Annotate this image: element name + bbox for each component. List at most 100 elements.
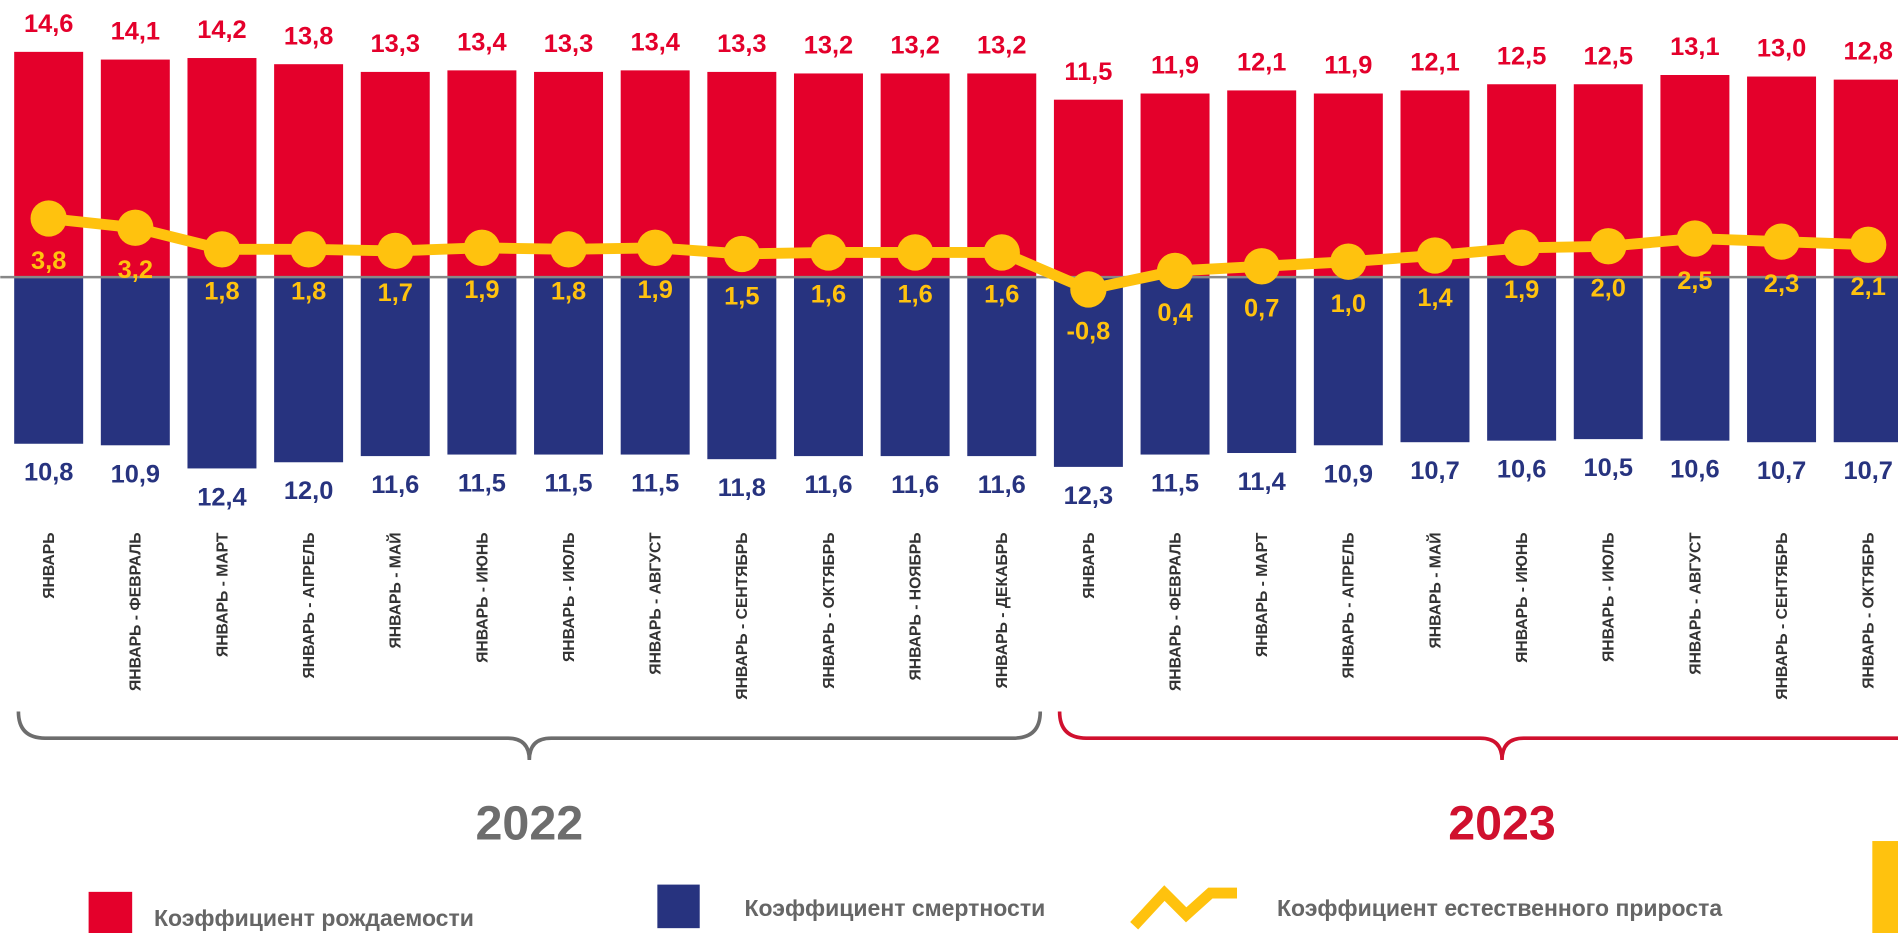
bar bbox=[1747, 277, 1817, 443]
line-point bbox=[983, 234, 1020, 271]
line-point bbox=[1070, 271, 1107, 308]
legend-swatch bbox=[88, 891, 133, 933]
legend-label: Коэффициент рождаемости bbox=[154, 905, 474, 931]
data-label: 13,0 bbox=[1757, 35, 1806, 63]
line-point bbox=[117, 209, 154, 246]
data-label: 10,7 bbox=[1843, 457, 1892, 485]
data-label: 13,2 bbox=[890, 32, 939, 60]
line-point bbox=[637, 229, 674, 266]
group-label: 2023 bbox=[1448, 796, 1556, 850]
line-point bbox=[1676, 220, 1714, 257]
data-label: 10,7 bbox=[1410, 457, 1459, 485]
bar bbox=[1400, 277, 1470, 443]
data-label: 0,7 bbox=[1244, 295, 1279, 323]
data-label: 1,6 bbox=[897, 281, 932, 309]
bar bbox=[1053, 99, 1123, 278]
data-label: 10,6 bbox=[1670, 456, 1719, 484]
x-tick-label: ЯНВАРЬ - АПРЕЛЬ bbox=[301, 532, 318, 678]
group-brace bbox=[1057, 711, 1898, 761]
x-tick-label: ЯНВАРЬ - СЕНТЯБРЬ bbox=[734, 532, 751, 699]
data-label: 12,5 bbox=[1584, 42, 1633, 70]
x-tick-label: ЯНВАРЬ - ИЮНЬ bbox=[474, 532, 491, 662]
bar bbox=[1227, 90, 1297, 278]
data-label: 12,8 bbox=[1843, 38, 1892, 66]
bar bbox=[100, 277, 170, 446]
line-point bbox=[1330, 243, 1367, 280]
bar bbox=[1227, 277, 1297, 454]
data-label: 1,8 bbox=[204, 278, 239, 306]
data-label: 11,5 bbox=[458, 470, 506, 498]
line-point bbox=[1850, 226, 1887, 263]
data-label: 10,6 bbox=[1497, 456, 1546, 484]
data-label: -0,8 bbox=[1067, 318, 1111, 346]
data-label: 10,8 bbox=[24, 459, 73, 487]
data-label: 10,9 bbox=[1324, 460, 1373, 488]
x-tick-label: ЯНВАРЬ - ФЕВРАЛЬ bbox=[128, 532, 145, 691]
legend-label: Коэффициент смертности bbox=[744, 895, 1045, 921]
line-point bbox=[723, 235, 760, 273]
data-label: 11,8 bbox=[718, 474, 766, 502]
data-label: 2,0 bbox=[1591, 275, 1626, 303]
decor-block bbox=[1872, 841, 1898, 933]
data-label: 14,2 bbox=[197, 16, 246, 44]
line-point bbox=[203, 231, 241, 268]
x-tick-label: ЯНВАРЬ - ИЮНЬ bbox=[1514, 532, 1531, 662]
bar bbox=[1313, 277, 1383, 446]
bar bbox=[360, 277, 430, 457]
line-point bbox=[1503, 229, 1540, 266]
data-label: 1,6 bbox=[984, 281, 1019, 309]
x-tick-label: ЯНВАРЬ - АВГУСТ bbox=[648, 532, 665, 675]
data-label: 12,3 bbox=[1064, 482, 1113, 510]
x-tick-label: ЯНВАРЬ - МАРТ bbox=[1254, 532, 1271, 657]
data-label: 11,5 bbox=[1064, 58, 1112, 86]
x-tick-label: ЯНВАРЬ - АПРЕЛЬ bbox=[1341, 532, 1358, 678]
line-point bbox=[377, 232, 414, 270]
line-point bbox=[810, 234, 847, 271]
line-point bbox=[1590, 228, 1627, 265]
data-label: 1,7 bbox=[378, 279, 413, 307]
x-tick-label: ЯНВАРЬ - ФЕВРАЛЬ bbox=[1167, 532, 1184, 691]
x-tick-label: ЯНВАРЬ - СЕНТЯБРЬ bbox=[1774, 532, 1791, 699]
data-label: 12,5 bbox=[1497, 42, 1546, 70]
data-label: 13,1 bbox=[1670, 33, 1719, 61]
data-label: 2,5 bbox=[1677, 267, 1712, 295]
data-label: 2,3 bbox=[1764, 270, 1799, 298]
line-point bbox=[463, 229, 501, 266]
data-label: 10,9 bbox=[111, 460, 160, 488]
x-tick-label: ЯНВАРЬ - ИЮЛЬ bbox=[561, 532, 578, 662]
data-label: 11,4 bbox=[1238, 468, 1286, 496]
line-point bbox=[1416, 237, 1454, 274]
bar bbox=[1487, 277, 1557, 441]
data-label: 11,5 bbox=[545, 470, 593, 498]
bar bbox=[1140, 93, 1210, 278]
data-label: 14,6 bbox=[24, 10, 73, 38]
x-tick-label: ЯНВАРЬ bbox=[1081, 532, 1098, 598]
bar bbox=[967, 277, 1037, 457]
x-tick-label: ЯНВАРЬ - ОКТЯБРЬ bbox=[1861, 532, 1878, 688]
x-tick-label: ЯНВАРЬ - ОКТЯБРЬ bbox=[821, 532, 838, 688]
legend-swatch bbox=[1130, 885, 1238, 930]
bar bbox=[1140, 277, 1210, 455]
data-label: 13,2 bbox=[977, 32, 1026, 60]
bar bbox=[1660, 277, 1730, 441]
data-label: 13,8 bbox=[284, 22, 333, 50]
data-label: 12,0 bbox=[284, 477, 333, 505]
data-label: 1,9 bbox=[464, 276, 499, 304]
data-label: 1,0 bbox=[1331, 290, 1366, 318]
data-label: 10,5 bbox=[1584, 454, 1633, 482]
legend-label: Коэффициент естественного прироста bbox=[1277, 895, 1722, 921]
bar bbox=[447, 277, 517, 455]
data-label: 1,9 bbox=[638, 276, 673, 304]
data-label: 1,4 bbox=[1417, 284, 1452, 312]
bar bbox=[14, 277, 84, 444]
data-label: 13,4 bbox=[457, 28, 506, 56]
bar bbox=[14, 51, 84, 278]
line-point bbox=[1156, 252, 1194, 290]
data-label: 1,6 bbox=[811, 281, 846, 309]
data-label: 1,9 bbox=[1504, 276, 1539, 304]
bar bbox=[793, 277, 863, 457]
data-label: 0,4 bbox=[1157, 299, 1192, 327]
data-label: 3,2 bbox=[118, 256, 153, 284]
